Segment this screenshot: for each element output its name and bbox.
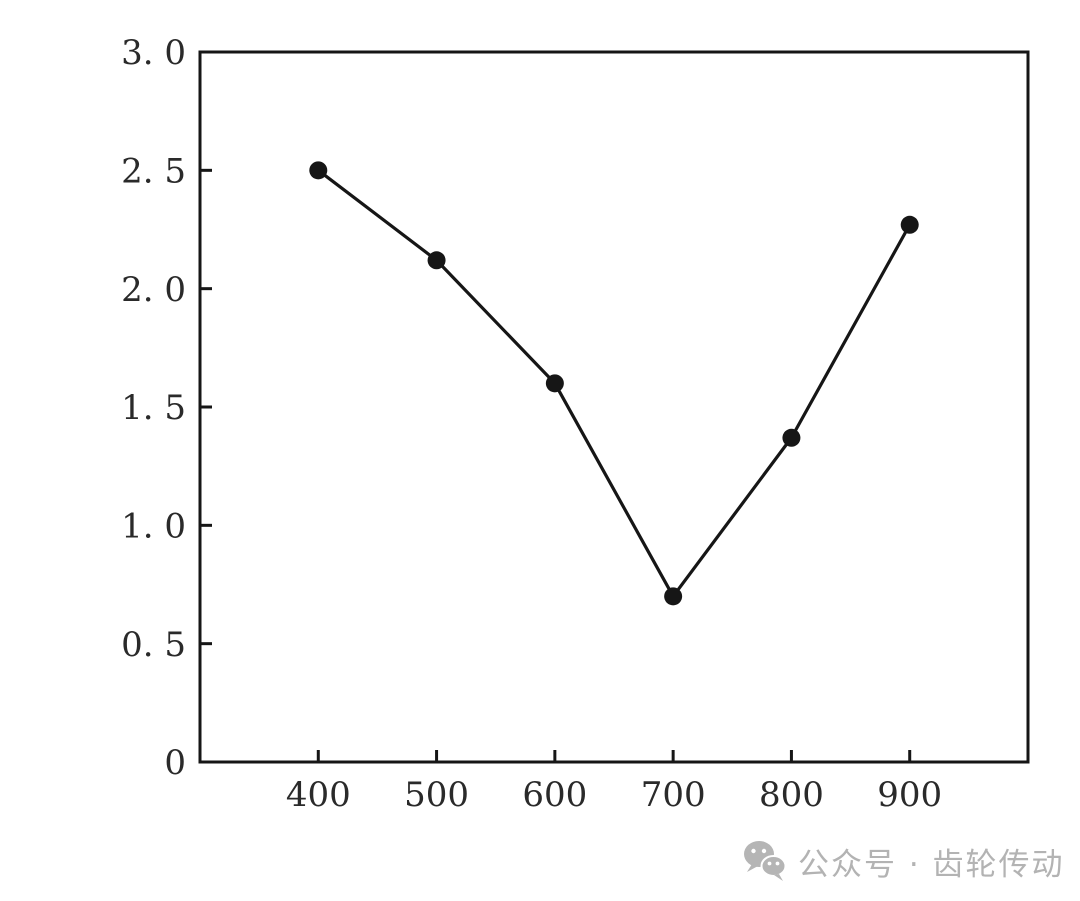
x-tick-label: 400 xyxy=(286,775,351,815)
y-tick-label: 0 xyxy=(164,743,186,783)
wechat-icon xyxy=(744,841,787,881)
x-tick-label: 800 xyxy=(759,775,824,815)
watermark-text: 公众号 · 齿轮传动 xyxy=(798,846,1065,883)
x-tick-label: 600 xyxy=(522,775,587,815)
y-tick-label: 3. 0 xyxy=(121,33,186,73)
data-point xyxy=(427,251,446,270)
data-line xyxy=(316,168,912,598)
data-point xyxy=(545,374,564,393)
y-tick-label: 2. 5 xyxy=(121,152,186,192)
y-tick-label: 1. 0 xyxy=(121,507,186,547)
data-point xyxy=(664,587,683,606)
y-tick-label: 2. 0 xyxy=(121,270,186,310)
y-tick-label: 1. 5 xyxy=(121,388,186,428)
watermark: 公众号 · 齿轮传动 xyxy=(740,837,1065,885)
x-tick-label: 500 xyxy=(404,775,469,815)
x-tick-label: 900 xyxy=(877,775,942,815)
data-point xyxy=(309,161,328,180)
x-tick-label: 700 xyxy=(641,775,706,815)
data-point xyxy=(900,215,919,234)
data-point xyxy=(782,428,801,447)
y-tick-label: 0. 5 xyxy=(121,625,186,665)
plot-border xyxy=(198,50,1030,764)
